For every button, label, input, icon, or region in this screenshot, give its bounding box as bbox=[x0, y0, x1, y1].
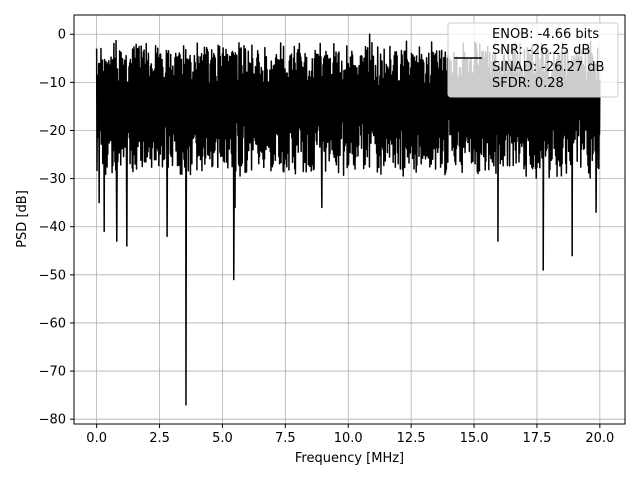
legend-box bbox=[447, 22, 619, 98]
x-tick-label: 2.5 bbox=[149, 431, 170, 446]
y-tick-label: −80 bbox=[39, 413, 66, 428]
x-tick-label: 7.5 bbox=[275, 431, 296, 446]
legend-enob: ENOB: -4.66 bits bbox=[492, 27, 599, 42]
x-tick-label: 0.0 bbox=[86, 431, 107, 446]
y-tick-label: 0 bbox=[58, 28, 66, 43]
psd-series-line bbox=[95, 33, 601, 406]
y-tick-label: −50 bbox=[39, 268, 66, 283]
y-tick-label: −70 bbox=[39, 365, 66, 380]
y-tick-label: −40 bbox=[39, 220, 66, 235]
x-axis-label: Frequency [MHz] bbox=[295, 451, 404, 466]
x-tick-label: 15.0 bbox=[460, 431, 489, 446]
y-axis-label: PSD [dB] bbox=[15, 190, 30, 248]
plot-area bbox=[95, 33, 601, 406]
legend-sfdr: SFDR: 0.28 bbox=[492, 76, 564, 91]
legend-sinad: SINAD: -26.27 dB bbox=[492, 60, 604, 75]
legend: ENOB: -4.66 bits SNR: -26.25 dB SINAD: -… bbox=[447, 22, 619, 98]
legend-snr: SNR: -26.25 dB bbox=[492, 43, 590, 58]
axis-ticks: 0.0 2.5 5.0 7.5 10.0 12.5 15.0 17.5 20.0 0 −10 −20 −… bbox=[39, 28, 615, 446]
y-tick-label: −60 bbox=[39, 316, 66, 331]
x-tick-label: 5.0 bbox=[212, 431, 233, 446]
x-tick-label: 17.5 bbox=[522, 431, 551, 446]
axes-frame bbox=[73, 14, 626, 425]
x-tick-label: 12.5 bbox=[397, 431, 426, 446]
y-tick-label: −20 bbox=[39, 124, 66, 139]
y-tick-label: −30 bbox=[39, 172, 66, 187]
x-tick-label: 10.0 bbox=[334, 431, 363, 446]
y-tick-label: −10 bbox=[39, 76, 66, 91]
x-tick-label: 20.0 bbox=[585, 431, 614, 446]
